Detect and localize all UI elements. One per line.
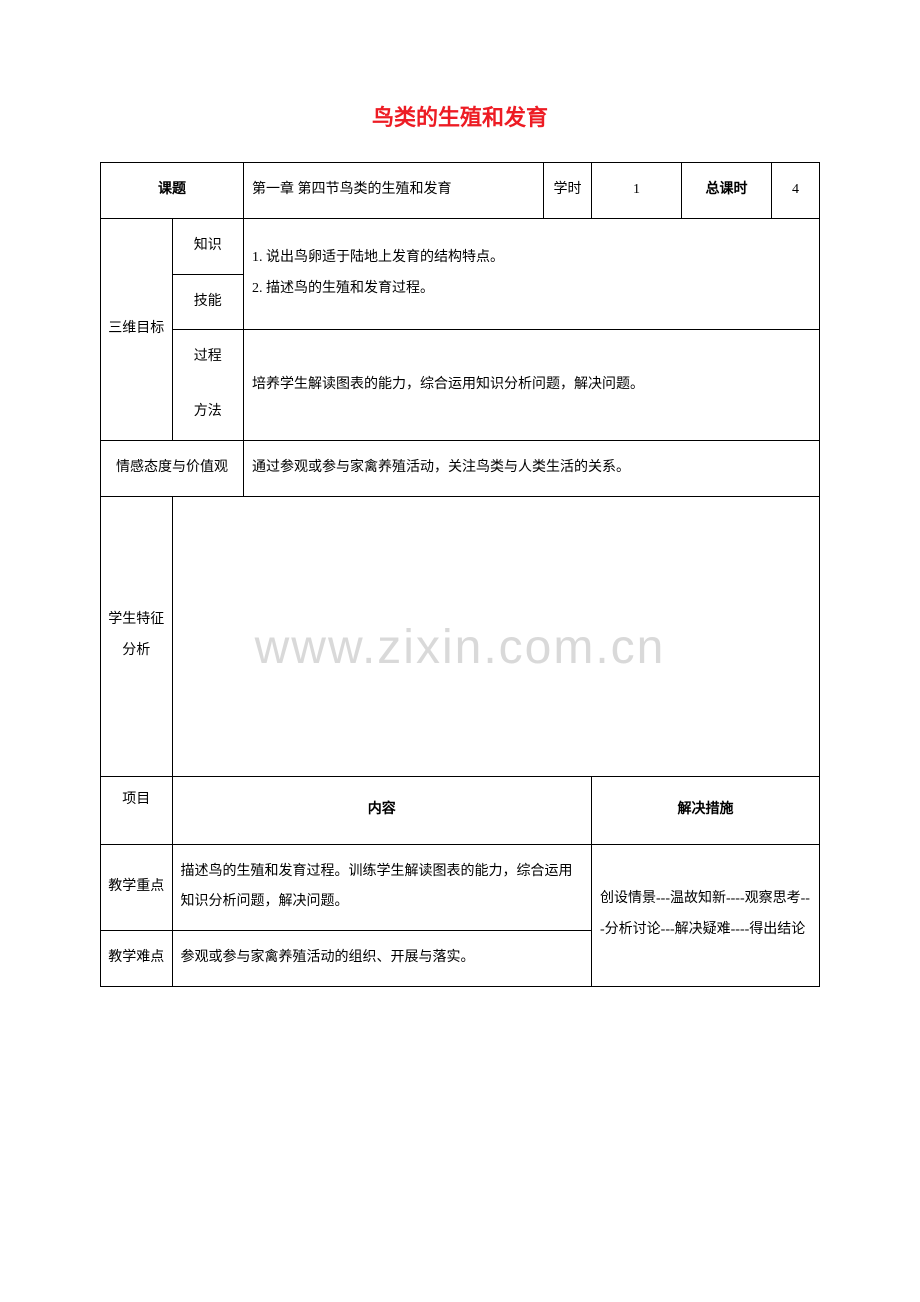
attitude-content: 通过参观或参与家禽养殖活动，关注鸟类与人类生活的关系。 <box>244 440 820 496</box>
method-label: 方法 <box>172 385 244 440</box>
hours-value: 1 <box>592 163 682 219</box>
process-label: 过程 <box>172 330 244 385</box>
difficulties-label: 教学难点 <box>101 931 173 987</box>
total-hours-label: 总课时 <box>682 163 772 219</box>
page-title: 鸟类的生殖和发育 <box>100 100 820 132</box>
keypoints-content: 描述鸟的生殖和发育过程。训练学生解读图表的能力，综合运用知识分析问题，解决问题。 <box>172 844 592 931</box>
hours-label: 学时 <box>544 163 592 219</box>
header-row: 课题 第一章 第四节鸟类的生殖和发育 学时 1 总课时 4 <box>101 163 820 219</box>
total-hours-value: 4 <box>772 163 820 219</box>
goals-knowledge-row: 三维目标 知识 1. 说出鸟卵适于陆地上发育的结构特点。 2. 描述鸟的生殖和发… <box>101 218 820 274</box>
goals-main-label: 三维目标 <box>101 218 173 440</box>
analysis-row: 学生特征分析 <box>101 496 820 776</box>
item-label-text: 项目 <box>122 792 150 807</box>
item-label: 项目 . <box>101 776 173 844</box>
difficulties-content: 参观或参与家禽养殖活动的组织、开展与落实。 <box>172 931 592 987</box>
analysis-content <box>172 496 820 776</box>
analysis-label: 学生特征分析 <box>101 496 173 776</box>
keypoints-row: 教学重点 描述鸟的生殖和发育过程。训练学生解读图表的能力，综合运用知识分析问题，… <box>101 844 820 931</box>
topic-content: 第一章 第四节鸟类的生殖和发育 <box>244 163 544 219</box>
solution-label: 解决措施 <box>592 776 820 844</box>
item-header-row: 项目 . 内容 解决措施 <box>101 776 820 844</box>
lesson-plan-table: 课题 第一章 第四节鸟类的生殖和发育 学时 1 总课时 4 三维目标 知识 1.… <box>100 162 820 987</box>
topic-label: 课题 <box>101 163 244 219</box>
knowledge-label: 知识 <box>172 218 244 274</box>
keypoints-label: 教学重点 <box>101 844 173 931</box>
knowledge-content: 1. 说出鸟卵适于陆地上发育的结构特点。 2. 描述鸟的生殖和发育过程。 <box>244 218 820 330</box>
process-content: 培养学生解读图表的能力，综合运用知识分析问题，解决问题。 <box>244 330 820 441</box>
solution-content: 创设情景---温故知新----观察思考---分析讨论---解决疑难----得出结… <box>592 844 820 986</box>
attitude-label: 情感态度与价值观 <box>101 440 244 496</box>
content-label: 内容 <box>172 776 592 844</box>
goals-process-row: 过程 培养学生解读图表的能力，综合运用知识分析问题，解决问题。 <box>101 330 820 385</box>
spacer: . <box>105 816 168 836</box>
skill-label: 技能 <box>172 274 244 330</box>
goals-attitude-row: 情感态度与价值观 通过参观或参与家禽养殖活动，关注鸟类与人类生活的关系。 <box>101 440 820 496</box>
document-content: 鸟类的生殖和发育 课题 第一章 第四节鸟类的生殖和发育 学时 1 总课时 4 三… <box>100 100 820 987</box>
